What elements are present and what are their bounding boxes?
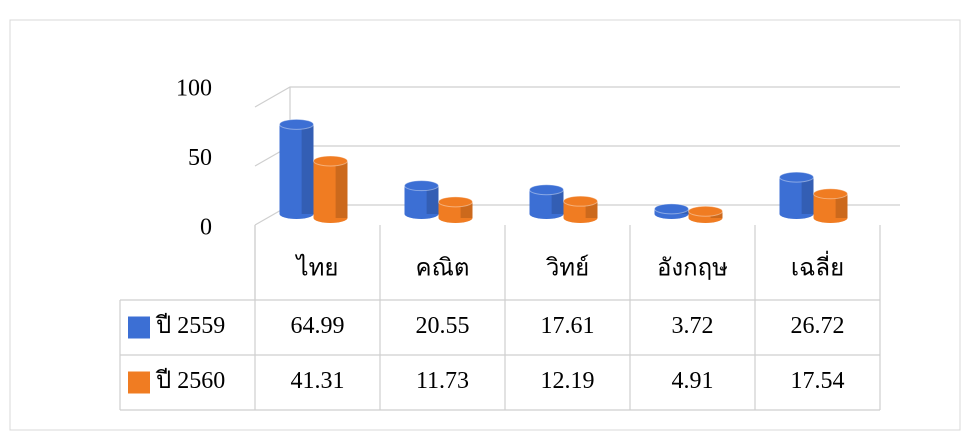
legend-swatch: [128, 317, 150, 339]
table-value: 26.72: [791, 313, 845, 339]
table-value: 12.19: [541, 368, 595, 394]
bar-shade: [302, 124, 314, 214]
legend-label: ปี 2560: [155, 367, 225, 394]
table-value: 41.31: [291, 368, 345, 394]
table-value: 64.99: [291, 313, 345, 339]
table-value: 11.73: [416, 368, 469, 394]
bar-top: [405, 181, 439, 191]
bar-shade: [802, 177, 814, 214]
x-tick-label: อังกฤษ: [657, 256, 728, 282]
legend-swatch: [128, 372, 150, 394]
grid-line: [255, 87, 900, 107]
y-tick-label: 0: [200, 215, 212, 241]
y-tick-label: 50: [188, 145, 212, 171]
x-tick-label: ไทย: [295, 254, 339, 282]
table-value: 20.55: [416, 313, 470, 339]
bar-top: [439, 197, 473, 207]
bar-top: [280, 119, 314, 129]
bar-top: [814, 189, 848, 199]
bar-top: [780, 172, 814, 182]
bar-top: [564, 196, 598, 206]
bar-top: [314, 156, 348, 166]
x-tick-label: เฉลี่ย: [791, 251, 844, 282]
bar-top: [655, 204, 689, 214]
legend-label: ปี 2559: [155, 312, 225, 339]
chart: 0 50 100 ไทย 64.99 41.31 คณิต 20.55 11.73 วิทย์ 17…: [0, 0, 977, 441]
bar-shade: [336, 161, 348, 218]
table-value: 17.61: [541, 313, 595, 339]
x-tick-label: คณิต: [416, 256, 470, 282]
x-tick-label: วิทย์: [545, 254, 589, 282]
table-value: 3.72: [672, 313, 714, 339]
table-value: 17.54: [791, 368, 845, 394]
table-value: 4.91: [672, 368, 714, 394]
grid-line: [255, 146, 900, 166]
y-tick-label: 100: [176, 76, 212, 102]
bar-top: [530, 185, 564, 195]
bar-top: [689, 206, 723, 216]
